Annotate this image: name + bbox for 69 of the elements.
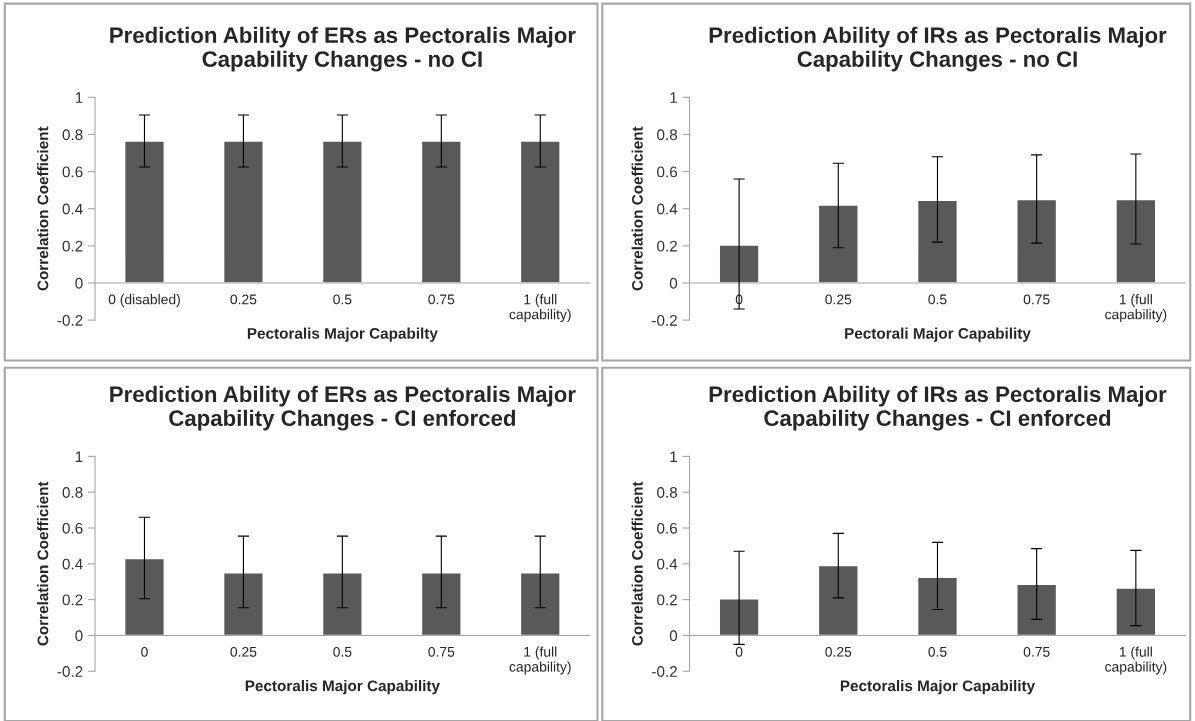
y-tick-label: 1	[670, 92, 677, 103]
x-tick-label: 0.75	[428, 646, 455, 657]
chart-title: Prediction Ability of ERs as Pectoralis Major Capability Changes - CI enforced	[110, 385, 576, 431]
y-tick-label: -0.2	[57, 314, 83, 326]
bar	[916, 576, 959, 637]
y-tick-label: -0.2	[57, 666, 83, 677]
y-tick-label: 0.4	[62, 203, 83, 215]
y-axis-title: Correlation Coefficient	[631, 126, 643, 291]
y-tick-label: 0.6	[62, 166, 83, 178]
x-tick-label: 0.75	[1023, 294, 1050, 305]
y-tick-label: 0.6	[62, 522, 83, 534]
y-tick-label: 0.2	[657, 240, 677, 252]
bar	[1016, 583, 1058, 637]
x-tick-label: 0.25	[230, 646, 257, 657]
x-tick-label: 0.75	[428, 294, 455, 305]
x-axis-title: Pectoralis Major Capability	[840, 680, 1036, 695]
bar	[718, 598, 760, 637]
chart-title: Prediction Ability of ERs as Pectoralis Major Capability Changes - no CI	[110, 26, 576, 72]
y-axis-title: Correlation Coefficient	[631, 481, 643, 646]
y-tick-label: 0	[75, 277, 83, 289]
x-tick-label: 0 (disabled)	[108, 294, 180, 308]
bar	[718, 244, 760, 284]
x-tick-label: 0.75	[1023, 646, 1050, 657]
x-tick-label: 1 (full capability)	[1105, 294, 1167, 323]
x-tick-label: 1 (full capability)	[1105, 646, 1167, 675]
x-axis-title: Pectorali Major Capability	[845, 327, 1031, 342]
bar	[1016, 198, 1058, 284]
x-axis-title: Pectoralis Major Capabilty	[247, 327, 438, 342]
chart-title: Prediction Ability of IRs as Pectoralis Major Capability Changes - CI enforced	[709, 385, 1167, 431]
y-tick-label: 0.8	[657, 129, 678, 141]
y-tick-label: 1	[670, 451, 677, 462]
y-tick-label: -0.2	[652, 314, 677, 326]
y-tick-label: 0	[75, 630, 83, 642]
x-tick-label: 0	[735, 646, 743, 657]
y-tick-label: 0.6	[657, 522, 678, 534]
y-axis-title: Correlation Coefficient	[37, 481, 49, 646]
y-tick-label: -0.2	[652, 666, 677, 677]
y-tick-label: 0.8	[62, 487, 83, 498]
chart-title: Prediction Ability of IRs as Pectoralis Major Capability Changes - no CI	[709, 26, 1167, 72]
bar	[817, 564, 859, 637]
x-tick-label: 0.5	[928, 646, 947, 657]
bar	[817, 204, 859, 284]
y-tick-label: 0.4	[657, 203, 678, 215]
x-tick-label: 0.25	[230, 294, 257, 305]
x-tick-label: 0	[141, 646, 148, 657]
x-tick-label: 0.5	[333, 646, 352, 657]
y-tick-label: 0.4	[62, 558, 83, 570]
x-tick-label: 0.5	[928, 294, 947, 305]
y-tick-label: 0.8	[62, 129, 83, 141]
y-tick-label: 0.4	[657, 558, 678, 570]
x-tick-label: 1 (full capability)	[509, 646, 571, 675]
x-tick-label: 0.25	[825, 294, 852, 305]
bar	[1115, 587, 1157, 637]
bar	[1115, 198, 1157, 284]
y-tick-label: 1	[75, 451, 83, 462]
x-tick-label: 1 (full capability)	[509, 294, 571, 323]
y-tick-label: 0.8	[657, 487, 678, 498]
y-tick-label: 0.2	[62, 240, 83, 252]
y-tick-label: 0.2	[657, 594, 677, 606]
y-tick-label: 1	[75, 92, 83, 103]
x-axis-title: Pectoralis Major Capability	[245, 680, 440, 695]
y-tick-label: 0	[669, 277, 678, 289]
x-tick-label: 0.25	[825, 646, 852, 657]
y-tick-label: 0	[669, 630, 678, 642]
x-tick-label: 0.5	[333, 294, 352, 305]
bar	[916, 199, 959, 284]
y-tick-label: 0.2	[62, 594, 83, 606]
y-axis-title: Correlation Coefficient	[37, 126, 49, 291]
y-tick-label: 0.6	[657, 166, 678, 178]
